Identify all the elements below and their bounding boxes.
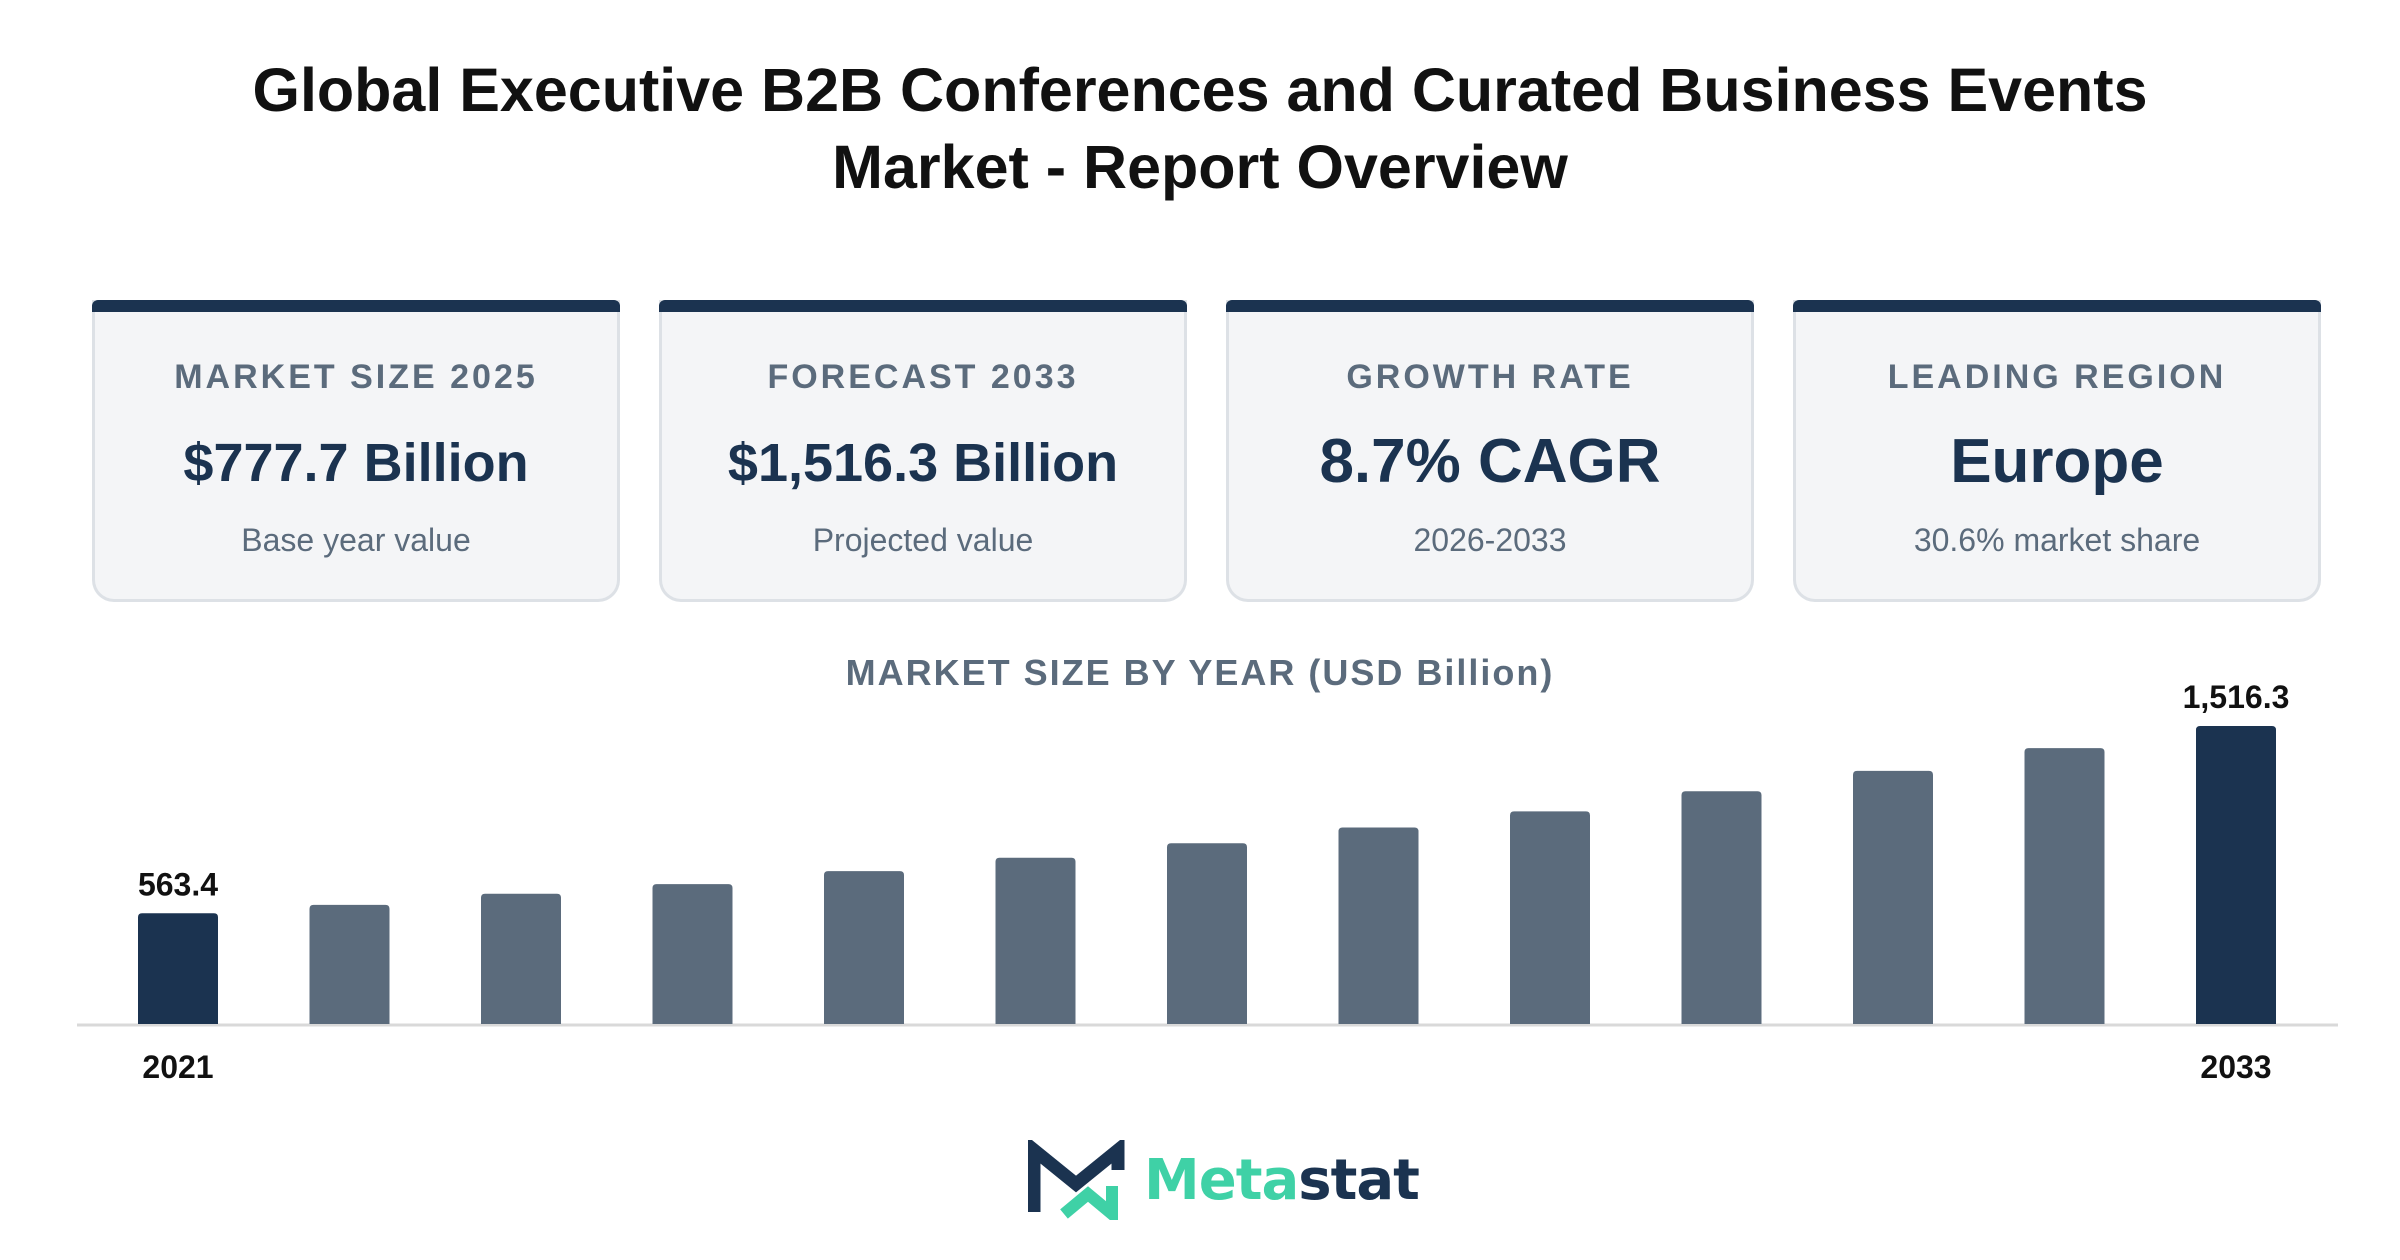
x-tick-label-2033: 2033	[2200, 1049, 2271, 1085]
card-accent-bar	[92, 300, 620, 312]
card-value: $777.7 Billion	[183, 433, 529, 493]
report-title-line-2: Market - Report Overview	[832, 133, 1568, 201]
card-accent-bar	[659, 300, 1187, 312]
bar-2021	[138, 913, 218, 1024]
metastat-logo-mark	[1028, 1140, 1125, 1220]
card-value: $1,516.3 Billion	[727, 433, 1119, 493]
x-tick-label-2021: 2021	[142, 1049, 213, 1085]
bar-2030	[1681, 791, 1762, 1024]
bar-2025	[824, 871, 904, 1024]
bar-2022	[309, 904, 390, 1024]
card-label: MARKET SIZE 2025	[174, 358, 538, 396]
bar-2031	[1853, 770, 1933, 1024]
card-accent-bar	[1793, 300, 2321, 312]
card-forecast: FORECAST 2033 $1,516.3 Billion Projected…	[659, 300, 1187, 602]
card-accent-bar	[1226, 300, 1754, 312]
bar-2033	[2196, 726, 2276, 1024]
card-growth-rate: GROWTH RATE 8.7% CAGR 2026-2033	[1226, 300, 1754, 602]
metastat-logo: Metastat	[1028, 1140, 1420, 1220]
logo-text-stat: stat	[1298, 1147, 1420, 1213]
card-label: GROWTH RATE	[1346, 358, 1634, 396]
bar-2032	[2024, 748, 2105, 1024]
card-subtext: Base year value	[241, 522, 471, 558]
card-value: 8.7% CAGR	[1319, 427, 1661, 496]
card-subtext: 2026-2033	[1413, 522, 1567, 558]
card-subtext: 30.6% market share	[1913, 522, 2201, 558]
metastat-logo-text: Metastat	[1144, 1147, 1420, 1213]
value-label-2033: 1,516.3	[2183, 679, 2290, 715]
card-market-size: MARKET SIZE 2025 $777.7 Billion Base yea…	[92, 300, 620, 602]
report-title: Global Executive B2B Conferences and Cur…	[200, 52, 2200, 206]
bar-2023	[481, 893, 561, 1024]
report-title-line-1: Global Executive B2B Conferences and Cur…	[252, 56, 2148, 124]
bar-2029	[1510, 811, 1590, 1024]
bar-2027	[1167, 843, 1247, 1024]
card-label: FORECAST 2033	[767, 358, 1079, 396]
value-label-2021: 563.4	[138, 866, 218, 902]
card-value: Europe	[1950, 427, 2164, 496]
chart-title: MARKET SIZE BY YEAR (USD Billion)	[845, 652, 1555, 693]
bar-2024	[652, 884, 733, 1024]
bar-2026	[995, 857, 1076, 1024]
card-subtext: Projected value	[812, 522, 1034, 558]
card-leading-region: LEADING REGION Europe 30.6% market share	[1793, 300, 2321, 602]
bar-2028	[1338, 827, 1419, 1024]
card-label: LEADING REGION	[1887, 358, 2227, 396]
logo-text-meta: Meta	[1144, 1147, 1299, 1213]
